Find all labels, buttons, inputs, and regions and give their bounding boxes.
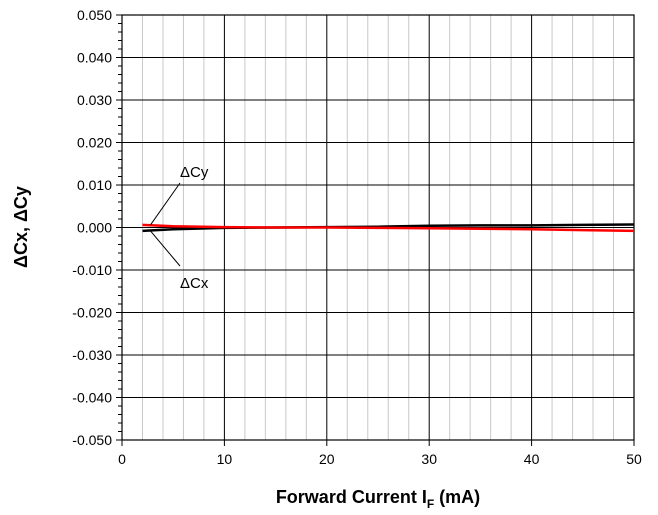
x-axis-title-unit: (mA)	[434, 487, 480, 507]
y-tick-label: 0.000	[77, 220, 112, 236]
y-tick-label: -0.050	[72, 432, 112, 448]
y-tick-label: 0.030	[77, 92, 112, 108]
y-tick-label: 0.050	[77, 7, 112, 23]
x-tick-label: 30	[421, 451, 437, 467]
x-tick-label: 50	[626, 451, 642, 467]
x-tick-label: 40	[524, 451, 540, 467]
major-gridlines	[122, 15, 634, 440]
x-tick-label: 0	[118, 451, 126, 467]
annotation-leader-line	[150, 230, 181, 267]
annotation-leader-line	[150, 182, 181, 226]
y-tick-label: 0.020	[77, 135, 112, 151]
y-tick-label: 0.010	[77, 177, 112, 193]
y-tick-label: -0.020	[72, 305, 112, 321]
annotations: ΔCy ΔCx	[150, 164, 209, 292]
annotation-label: ΔCy	[180, 164, 209, 181]
y-tick-label: 0.040	[77, 50, 112, 66]
y-tick-label: -0.030	[72, 347, 112, 363]
x-axis-title-subscript: F	[427, 497, 434, 511]
y-axis-title: ΔCx, ΔCy	[11, 186, 31, 268]
y-tick-labels: -0.050 -0.040 -0.030 -0.020 -0.010 0.000 0.010…	[72, 7, 112, 448]
x-tick-label: 10	[217, 451, 233, 467]
x-axis-title: Forward Current IF (mA)	[276, 487, 480, 511]
axis-ticks	[116, 14, 635, 446]
y-tick-label: -0.010	[72, 262, 112, 278]
series-lines	[142, 223, 635, 233]
x-tick-labels: 0 10 20 30 40 50	[118, 451, 642, 467]
x-tick-label: 20	[319, 451, 335, 467]
annotation-label: ΔCx	[180, 275, 209, 292]
y-tick-label: -0.040	[72, 390, 112, 406]
series-line-dcy	[142, 223, 635, 233]
